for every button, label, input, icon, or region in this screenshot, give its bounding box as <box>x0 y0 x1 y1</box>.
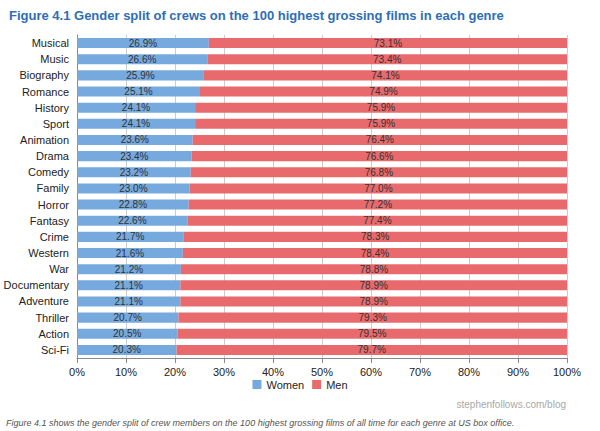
svg-text:26.9%: 26.9% <box>129 38 157 49</box>
svg-text:74.9%: 74.9% <box>369 86 397 97</box>
svg-text:stephenfollows.com/blog: stephenfollows.com/blog <box>456 399 566 410</box>
svg-text:79.3%: 79.3% <box>359 312 387 323</box>
svg-text:77.0%: 77.0% <box>364 183 392 194</box>
svg-text:20.5%: 20.5% <box>113 328 141 339</box>
svg-text:Animation: Animation <box>20 134 69 146</box>
svg-text:Music: Music <box>40 53 69 65</box>
svg-text:Documentary: Documentary <box>4 279 70 291</box>
svg-text:Crime: Crime <box>40 231 69 243</box>
svg-text:Action: Action <box>38 328 69 340</box>
svg-text:21.1%: 21.1% <box>115 296 143 307</box>
svg-text:Sci-Fi: Sci-Fi <box>41 344 69 356</box>
svg-text:21.7%: 21.7% <box>116 231 144 242</box>
svg-text:78.9%: 78.9% <box>360 280 388 291</box>
svg-text:23.0%: 23.0% <box>119 183 147 194</box>
svg-text:Figure 4.1 Gender split of cre: Figure 4.1 Gender split of crews on the … <box>9 8 504 23</box>
svg-text:70%: 70% <box>409 366 431 378</box>
svg-text:75.9%: 75.9% <box>367 102 395 113</box>
svg-text:78.3%: 78.3% <box>361 231 389 242</box>
svg-text:20%: 20% <box>164 366 186 378</box>
svg-text:78.8%: 78.8% <box>360 264 388 275</box>
svg-text:30%: 30% <box>213 366 235 378</box>
svg-text:40%: 40% <box>262 366 284 378</box>
svg-text:Romance: Romance <box>22 86 69 98</box>
svg-text:22.8%: 22.8% <box>119 199 147 210</box>
svg-text:Sport: Sport <box>43 118 69 130</box>
svg-text:26.6%: 26.6% <box>128 54 156 65</box>
svg-text:25.1%: 25.1% <box>124 86 152 97</box>
svg-text:90%: 90% <box>507 366 529 378</box>
svg-text:0%: 0% <box>69 366 85 378</box>
svg-text:78.9%: 78.9% <box>360 296 388 307</box>
svg-text:23.2%: 23.2% <box>120 167 148 178</box>
svg-text:23.4%: 23.4% <box>120 151 148 162</box>
svg-text:77.2%: 77.2% <box>364 199 392 210</box>
svg-text:21.6%: 21.6% <box>116 248 144 259</box>
svg-text:24.1%: 24.1% <box>122 118 150 129</box>
svg-text:Men: Men <box>326 379 347 391</box>
svg-text:60%: 60% <box>360 366 382 378</box>
svg-text:23.6%: 23.6% <box>121 134 149 145</box>
svg-text:Musical: Musical <box>32 37 69 49</box>
svg-text:80%: 80% <box>458 366 480 378</box>
svg-text:History: History <box>35 102 70 114</box>
svg-text:Fantasy: Fantasy <box>30 215 70 227</box>
svg-text:76.8%: 76.8% <box>365 167 393 178</box>
svg-text:Family: Family <box>37 182 70 194</box>
svg-text:Figure 4.1 shows the gender sp: Figure 4.1 shows the gender split of cre… <box>6 418 514 428</box>
svg-text:50%: 50% <box>311 366 333 378</box>
svg-text:78.4%: 78.4% <box>361 248 389 259</box>
svg-text:100%: 100% <box>553 366 581 378</box>
svg-text:76.6%: 76.6% <box>365 151 393 162</box>
svg-text:73.1%: 73.1% <box>374 38 402 49</box>
svg-text:21.1%: 21.1% <box>115 280 143 291</box>
svg-text:Comedy: Comedy <box>28 166 69 178</box>
svg-text:75.9%: 75.9% <box>367 118 395 129</box>
svg-text:Horror: Horror <box>38 199 70 211</box>
svg-text:21.2%: 21.2% <box>115 264 143 275</box>
svg-text:War: War <box>49 263 69 275</box>
svg-text:Biography: Biography <box>19 69 69 81</box>
svg-text:20.3%: 20.3% <box>113 344 141 355</box>
svg-text:Drama: Drama <box>36 150 70 162</box>
svg-text:76.4%: 76.4% <box>366 134 394 145</box>
svg-text:Thriller: Thriller <box>35 312 69 324</box>
svg-text:Western: Western <box>28 247 69 259</box>
svg-text:79.5%: 79.5% <box>358 328 386 339</box>
svg-text:Adventure: Adventure <box>19 295 69 307</box>
svg-text:79.7%: 79.7% <box>358 344 386 355</box>
svg-text:74.1%: 74.1% <box>371 70 399 81</box>
svg-text:24.1%: 24.1% <box>122 102 150 113</box>
svg-text:25.9%: 25.9% <box>126 70 154 81</box>
svg-text:Women: Women <box>266 379 304 391</box>
svg-text:22.6%: 22.6% <box>118 215 146 226</box>
svg-text:20.7%: 20.7% <box>114 312 142 323</box>
svg-text:73.4%: 73.4% <box>373 54 401 65</box>
svg-text:77.4%: 77.4% <box>363 215 391 226</box>
svg-text:10%: 10% <box>115 366 137 378</box>
